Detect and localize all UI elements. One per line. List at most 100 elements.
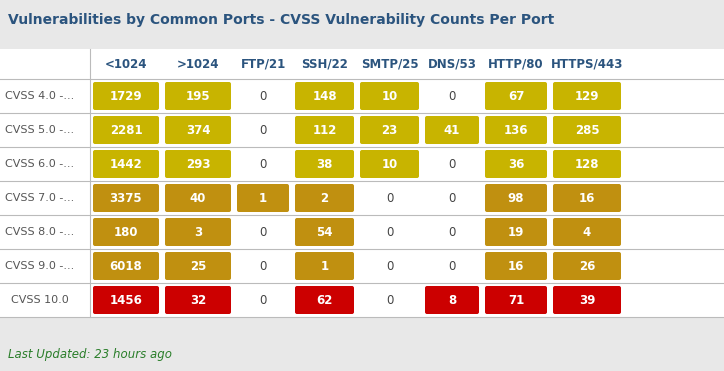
Text: 129: 129	[575, 89, 599, 102]
Text: 112: 112	[312, 124, 337, 137]
Text: 293: 293	[186, 158, 210, 171]
Text: 0: 0	[386, 191, 393, 204]
Text: CVSS 7.0 -...: CVSS 7.0 -...	[5, 193, 75, 203]
Text: 36: 36	[508, 158, 524, 171]
FancyBboxPatch shape	[93, 252, 159, 280]
Text: 38: 38	[316, 158, 333, 171]
Text: 1456: 1456	[109, 293, 143, 306]
Text: 0: 0	[448, 191, 455, 204]
FancyBboxPatch shape	[165, 82, 231, 110]
Text: 54: 54	[316, 226, 333, 239]
Text: CVSS 6.0 -...: CVSS 6.0 -...	[6, 159, 75, 169]
FancyBboxPatch shape	[553, 116, 621, 144]
FancyBboxPatch shape	[295, 218, 354, 246]
Bar	[0, 49, 724, 317]
FancyBboxPatch shape	[165, 150, 231, 178]
Text: CVSS 8.0 -...: CVSS 8.0 -...	[5, 227, 75, 237]
Text: 180: 180	[114, 226, 138, 239]
Text: 0: 0	[259, 259, 266, 273]
FancyBboxPatch shape	[553, 286, 621, 314]
Text: 0: 0	[259, 293, 266, 306]
Text: 2281: 2281	[110, 124, 143, 137]
Text: 0: 0	[448, 226, 455, 239]
Text: SMTP/25: SMTP/25	[361, 58, 418, 70]
FancyBboxPatch shape	[295, 286, 354, 314]
FancyBboxPatch shape	[425, 116, 479, 144]
Text: FTP/21: FTP/21	[240, 58, 286, 70]
Text: 4: 4	[583, 226, 591, 239]
Text: 2: 2	[321, 191, 329, 204]
FancyBboxPatch shape	[165, 116, 231, 144]
Text: 67: 67	[508, 89, 524, 102]
FancyBboxPatch shape	[360, 150, 419, 178]
Text: 136: 136	[504, 124, 529, 137]
Text: DNS/53: DNS/53	[428, 58, 476, 70]
Text: 0: 0	[259, 89, 266, 102]
Text: 0: 0	[386, 226, 393, 239]
FancyBboxPatch shape	[485, 218, 547, 246]
FancyBboxPatch shape	[553, 252, 621, 280]
FancyBboxPatch shape	[93, 116, 159, 144]
FancyBboxPatch shape	[295, 150, 354, 178]
FancyBboxPatch shape	[165, 286, 231, 314]
FancyBboxPatch shape	[553, 184, 621, 212]
Text: HTTPS/443: HTTPS/443	[551, 58, 623, 70]
Text: 195: 195	[185, 89, 210, 102]
FancyBboxPatch shape	[165, 184, 231, 212]
Text: 8: 8	[448, 293, 456, 306]
Text: SSH/22: SSH/22	[301, 58, 348, 70]
Text: 19: 19	[508, 226, 524, 239]
Text: 23: 23	[382, 124, 397, 137]
Text: 0: 0	[386, 259, 393, 273]
Text: 148: 148	[312, 89, 337, 102]
Text: 285: 285	[575, 124, 599, 137]
Text: 1: 1	[321, 259, 329, 273]
FancyBboxPatch shape	[485, 286, 547, 314]
Text: 0: 0	[448, 89, 455, 102]
Text: <1024: <1024	[105, 58, 147, 70]
FancyBboxPatch shape	[295, 252, 354, 280]
Text: 0: 0	[259, 124, 266, 137]
FancyBboxPatch shape	[165, 218, 231, 246]
Text: 40: 40	[190, 191, 206, 204]
Text: CVSS 4.0 -...: CVSS 4.0 -...	[5, 91, 75, 101]
Text: 39: 39	[578, 293, 595, 306]
Text: 0: 0	[448, 158, 455, 171]
Text: CVSS 9.0 -...: CVSS 9.0 -...	[5, 261, 75, 271]
Text: 98: 98	[508, 191, 524, 204]
Text: 1: 1	[259, 191, 267, 204]
FancyBboxPatch shape	[93, 286, 159, 314]
FancyBboxPatch shape	[360, 116, 419, 144]
FancyBboxPatch shape	[553, 150, 621, 178]
FancyBboxPatch shape	[93, 184, 159, 212]
FancyBboxPatch shape	[93, 150, 159, 178]
FancyBboxPatch shape	[553, 82, 621, 110]
FancyBboxPatch shape	[485, 252, 547, 280]
FancyBboxPatch shape	[165, 252, 231, 280]
FancyBboxPatch shape	[425, 286, 479, 314]
FancyBboxPatch shape	[237, 184, 289, 212]
FancyBboxPatch shape	[295, 116, 354, 144]
Text: 0: 0	[259, 226, 266, 239]
Text: 10: 10	[382, 158, 397, 171]
Text: 128: 128	[575, 158, 599, 171]
FancyBboxPatch shape	[295, 184, 354, 212]
Text: Last Updated: 23 hours ago: Last Updated: 23 hours ago	[8, 348, 172, 361]
Text: 6018: 6018	[109, 259, 143, 273]
FancyBboxPatch shape	[485, 150, 547, 178]
Text: 3: 3	[194, 226, 202, 239]
FancyBboxPatch shape	[553, 218, 621, 246]
Text: CVSS 5.0 -...: CVSS 5.0 -...	[6, 125, 75, 135]
Text: 0: 0	[386, 293, 393, 306]
Text: 1729: 1729	[110, 89, 143, 102]
Text: 62: 62	[316, 293, 333, 306]
Text: 25: 25	[190, 259, 206, 273]
FancyBboxPatch shape	[485, 82, 547, 110]
Text: Vulnerabilities by Common Ports - CVSS Vulnerability Counts Per Port: Vulnerabilities by Common Ports - CVSS V…	[8, 13, 555, 27]
Text: 3375: 3375	[110, 191, 143, 204]
FancyBboxPatch shape	[360, 82, 419, 110]
Text: 1442: 1442	[109, 158, 143, 171]
FancyBboxPatch shape	[485, 184, 547, 212]
FancyBboxPatch shape	[485, 116, 547, 144]
Text: 26: 26	[578, 259, 595, 273]
